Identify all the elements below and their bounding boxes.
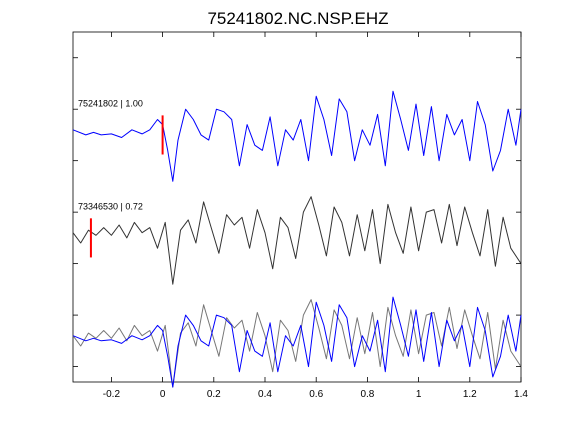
x-tick-label: 0.6 — [309, 389, 323, 400]
x-tick-label: 0.8 — [360, 389, 374, 400]
chart-title: 75241802.NC.NSP.EHZ — [207, 9, 388, 28]
x-tick-label: 0 — [160, 389, 166, 400]
trace-label: 73346530 | 0.72 — [78, 202, 143, 212]
waveform-line — [72, 90, 522, 182]
overlay-line-0 — [72, 299, 522, 388]
x-tick-label: -0.2 — [103, 389, 121, 400]
trace-overlay — [72, 296, 522, 388]
x-tick-label: 1 — [416, 389, 422, 400]
waveform-line — [72, 196, 522, 285]
trace-label: 75241802 | 1.00 — [78, 99, 143, 109]
x-tick-label: 0.4 — [258, 389, 272, 400]
x-tick-label: 1.2 — [463, 389, 477, 400]
axis-ticks: -0.2 0 0.2 0.4 0.6 0.8 1 1.2 1.4 — [73, 32, 528, 400]
overlay-line-1 — [72, 296, 522, 388]
x-tick-label: 0.2 — [207, 389, 221, 400]
traces-layer: 75241802 | 1.00 73346530 | 0.72 — [72, 90, 522, 388]
x-tick-label: 1.4 — [514, 389, 528, 400]
plot-frame — [72, 31, 522, 383]
trace-75241802: 75241802 | 1.00 — [72, 90, 522, 182]
trace-73346530: 73346530 | 0.72 — [72, 196, 522, 285]
